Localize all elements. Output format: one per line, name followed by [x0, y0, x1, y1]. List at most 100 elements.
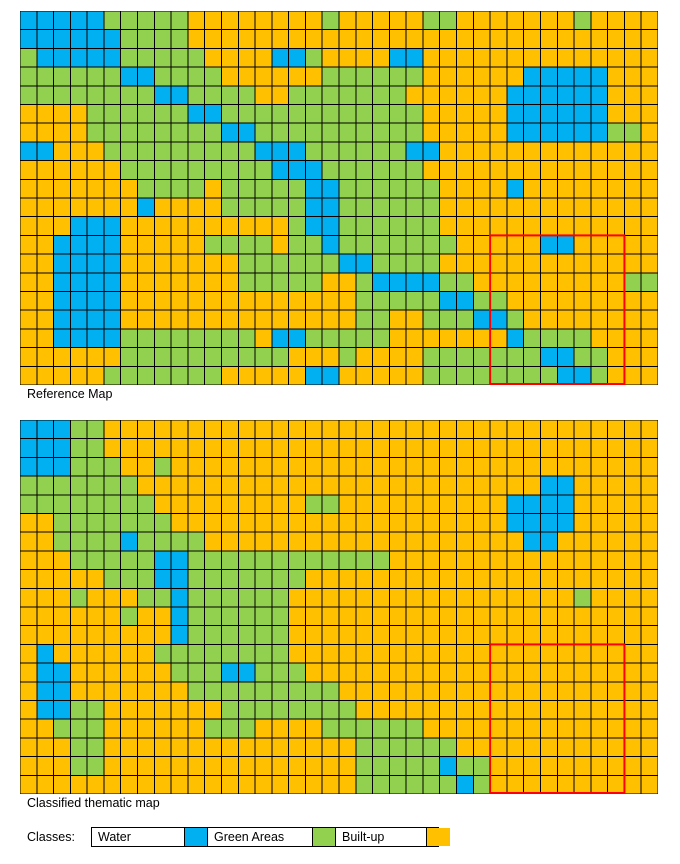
- classified-cell-green-area: [372, 718, 390, 739]
- classified-cell-built-up: [120, 718, 139, 739]
- reference-cell-built-up: [237, 309, 256, 330]
- classified-cell-built-up: [456, 662, 474, 683]
- reference-cell-built-up: [573, 253, 592, 274]
- reference-cell-green-area: [523, 347, 541, 367]
- reference-cell-green-area: [338, 197, 357, 218]
- reference-cell-built-up: [20, 291, 38, 311]
- classified-cell-green-area: [86, 700, 105, 720]
- reference-cell-green-area: [271, 272, 290, 292]
- reference-cell-green-area: [137, 328, 155, 349]
- classified-cell-built-up: [590, 756, 609, 776]
- classified-cell-built-up: [556, 756, 575, 776]
- reference-cell-water: [86, 216, 105, 236]
- reference-cell-green-area: [170, 29, 189, 49]
- classified-cell-built-up: [607, 681, 625, 701]
- classified-cell-green-area: [288, 569, 306, 589]
- classified-cell-built-up: [254, 513, 273, 533]
- reference-cell-built-up: [439, 328, 458, 349]
- classified-cell-built-up: [137, 700, 155, 720]
- reference-cell-built-up: [355, 47, 374, 68]
- classified-cell-built-up: [137, 438, 155, 458]
- classified-cell-built-up: [506, 756, 525, 776]
- reference-cell-built-up: [170, 291, 189, 311]
- classified-cell-built-up: [506, 662, 525, 683]
- reference-cell-built-up: [405, 29, 424, 49]
- reference-cell-green-area: [506, 365, 525, 385]
- classified-cell-built-up: [36, 569, 55, 589]
- classified-cell-built-up: [372, 456, 390, 477]
- reference-cell-built-up: [506, 216, 525, 236]
- classified-cell-built-up: [120, 756, 139, 776]
- reference-cell-green-area: [472, 347, 491, 367]
- reference-cell-green-area: [439, 272, 458, 292]
- classified-cell-built-up: [321, 774, 340, 794]
- classified-cell-green-area: [456, 756, 474, 776]
- reference-cell-green-area: [590, 347, 609, 367]
- reference-cell-water: [36, 29, 55, 49]
- classified-cell-green-area: [254, 625, 273, 645]
- classified-cell-green-area: [220, 587, 239, 608]
- reference-cell-water: [69, 328, 88, 349]
- classified-cell-green-area: [237, 569, 256, 589]
- classified-cell-green-area: [187, 587, 206, 608]
- classified-cell-built-up: [288, 587, 306, 608]
- reference-cell-water: [556, 66, 575, 87]
- classified-cell-water: [20, 456, 38, 477]
- classified-cell-built-up: [304, 662, 323, 683]
- reference-cell-green-area: [405, 66, 424, 87]
- reference-cell-built-up: [237, 291, 256, 311]
- reference-cell-water: [86, 11, 105, 31]
- reference-cell-green-area: [187, 85, 206, 106]
- classified-cell-green-area: [422, 774, 441, 794]
- reference-cell-built-up: [489, 328, 508, 349]
- reference-cell-green-area: [170, 347, 189, 367]
- reference-cell-water: [304, 197, 323, 218]
- classified-cell-built-up: [137, 420, 155, 440]
- reference-cell-built-up: [372, 347, 390, 367]
- reference-cell-water: [86, 234, 105, 255]
- reference-cell-green-area: [137, 11, 155, 31]
- classified-cell-green-area: [187, 662, 206, 683]
- reference-cell-built-up: [204, 178, 222, 199]
- reference-cell-water: [472, 309, 491, 330]
- classified-cell-green-area: [137, 531, 155, 552]
- classified-cell-built-up: [20, 606, 38, 627]
- reference-cell-water: [321, 178, 340, 199]
- classified-cell-built-up: [573, 643, 592, 664]
- classified-cell-built-up: [607, 494, 625, 515]
- classified-cell-built-up: [120, 681, 139, 701]
- classified-cell-built-up: [86, 606, 105, 627]
- classified-cell-green-area: [20, 475, 38, 496]
- reference-cell-green-area: [137, 104, 155, 124]
- classified-cell-built-up: [304, 438, 323, 458]
- classified-cell-built-up: [388, 700, 407, 720]
- reference-cell-green-area: [338, 178, 357, 199]
- classified-cell-built-up: [456, 643, 474, 664]
- reference-cell-built-up: [489, 66, 508, 87]
- classified-cell-built-up: [137, 718, 155, 739]
- classified-cell-built-up: [288, 494, 306, 515]
- classified-cell-built-up: [69, 774, 88, 794]
- classified-cell-green-area: [69, 587, 88, 608]
- classified-cell-built-up: [304, 531, 323, 552]
- reference-cell-green-area: [422, 309, 441, 330]
- classified-cell-built-up: [53, 569, 71, 589]
- reference-cell-built-up: [153, 272, 172, 292]
- reference-cell-green-area: [523, 328, 541, 349]
- classified-cell-built-up: [288, 456, 306, 477]
- classified-cell-green-area: [53, 475, 71, 496]
- reference-cell-water: [556, 234, 575, 255]
- reference-cell-built-up: [254, 66, 273, 87]
- classified-cell-green-area: [153, 531, 172, 552]
- reference-cell-built-up: [36, 253, 55, 274]
- reference-cell-green-area: [204, 85, 222, 106]
- reference-cell-water: [69, 47, 88, 68]
- classified-cell-water: [539, 531, 558, 552]
- classified-cell-green-area: [288, 700, 306, 720]
- classified-cell-green-area: [237, 625, 256, 645]
- classified-cell-built-up: [456, 420, 474, 440]
- reference-cell-built-up: [204, 216, 222, 236]
- classified-cell-built-up: [422, 494, 441, 515]
- reference-cell-green-area: [204, 141, 222, 162]
- classified-cell-built-up: [372, 643, 390, 664]
